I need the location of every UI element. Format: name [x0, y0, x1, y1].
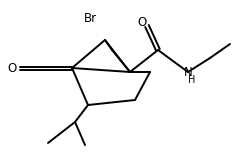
Text: H: H [188, 75, 196, 85]
Text: N: N [184, 65, 192, 78]
Text: Br: Br [84, 12, 96, 25]
Text: O: O [137, 16, 147, 29]
Text: O: O [7, 61, 17, 74]
